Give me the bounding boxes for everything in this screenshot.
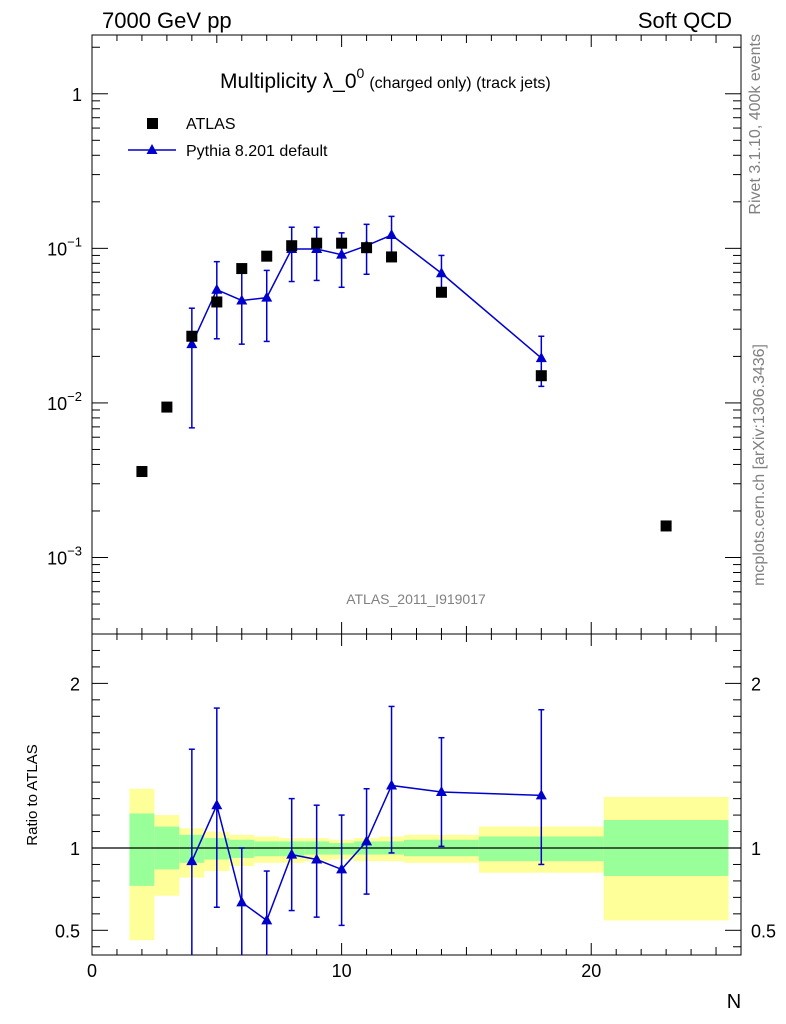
title-main: Multiplicity λ_0	[220, 70, 357, 93]
data-marker	[311, 237, 323, 249]
title-sub: (charged only) (track jets)	[369, 75, 550, 92]
data-marker	[535, 370, 547, 382]
mc-marker	[336, 248, 348, 259]
header-right: Soft QCD	[638, 8, 732, 33]
mc-marker	[261, 291, 273, 302]
mc-marker	[361, 835, 373, 846]
legend-data-marker	[147, 118, 158, 129]
y-tick-label: 10−1	[47, 234, 82, 259]
plot-title: Multiplicity λ_00(charged only) (track j…	[220, 65, 551, 93]
y-tick-label: 1	[72, 85, 82, 105]
ratio-panel-axes: 0 10 20 0.5 0.5 1 1 2 2	[55, 633, 776, 981]
mc-marker	[236, 896, 248, 907]
data-marker	[136, 466, 148, 478]
mc-marker	[435, 267, 447, 278]
mc-marker	[311, 853, 323, 864]
legend-mc-marker	[146, 144, 158, 154]
header-left: 7000 GeV pp	[102, 8, 232, 33]
data-marker	[236, 263, 248, 275]
main-panel-series	[136, 215, 672, 532]
ratio-panel-series	[186, 705, 547, 955]
y-tick-label: 10−3	[47, 544, 82, 569]
data-marker	[186, 330, 198, 342]
mc-marker	[386, 229, 398, 240]
y-tick-label-right: 0.5	[751, 921, 776, 941]
data-marker	[435, 286, 447, 298]
data-marker	[211, 296, 223, 308]
mc-marker	[211, 799, 223, 810]
data-marker	[660, 520, 672, 532]
mc-marker	[435, 786, 447, 797]
y-tick-label: 10−2	[47, 389, 82, 414]
data-marker	[336, 237, 348, 249]
data-marker	[161, 401, 173, 413]
y-tick-label: 1	[70, 839, 80, 859]
title-sup: 0	[357, 65, 365, 81]
mc-marker	[336, 863, 348, 874]
x-axis-title: N	[727, 991, 741, 1013]
mc-marker	[261, 914, 273, 925]
mc-marker	[535, 789, 547, 800]
y-tick-label-right: 1	[751, 839, 761, 859]
legend-mc-label: Pythia 8.201 default	[186, 143, 328, 160]
mc-marker	[236, 294, 248, 305]
mc-marker	[186, 338, 198, 349]
mcplots-reference-label: mcplots.cern.ch [arXiv:1306.3436]	[751, 344, 768, 586]
x-tick-label: 0	[87, 961, 97, 981]
legend-data-label: ATLAS	[186, 116, 236, 133]
x-tick-label: 10	[332, 961, 352, 981]
ratio-uncertainty-bands	[129, 788, 729, 941]
mc-marker	[386, 779, 398, 790]
mc-marker	[286, 848, 298, 859]
analysis-id: ATLAS_2011_I919017	[346, 591, 486, 607]
data-marker	[361, 242, 373, 254]
y-tick-label: 0.5	[55, 921, 80, 941]
y-tick-label-right: 2	[751, 674, 761, 694]
data-marker	[386, 251, 398, 263]
mc-marker	[186, 855, 198, 866]
mc-marker	[535, 352, 547, 363]
band-inner	[129, 813, 155, 886]
data-marker	[261, 250, 273, 262]
x-tick-label: 20	[581, 961, 601, 981]
mc-marker	[211, 283, 223, 294]
legend: ATLAS Pythia 8.201 default	[128, 116, 328, 160]
rivet-version-label: Rivet 3.1.10, 400k events	[747, 34, 764, 215]
data-marker	[286, 240, 298, 252]
ratio-y-axis-title: Ratio to ATLAS	[24, 744, 41, 845]
band-inner	[254, 841, 280, 857]
y-tick-label: 2	[70, 674, 80, 694]
